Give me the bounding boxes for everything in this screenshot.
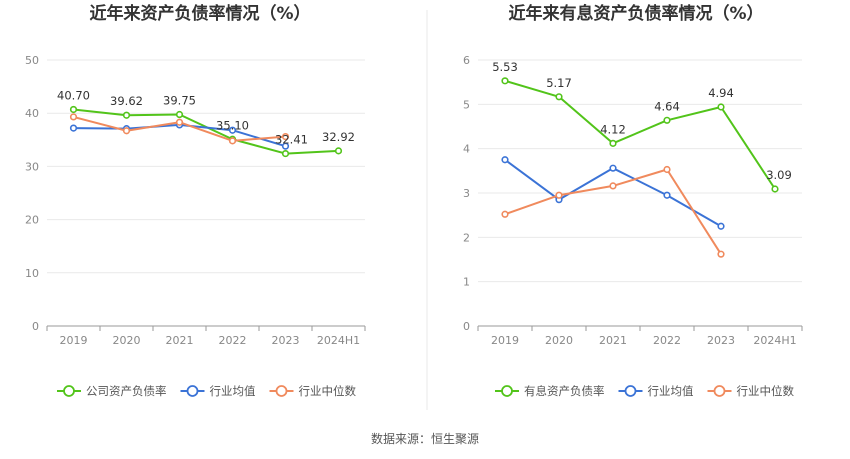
series-point [501,77,509,85]
series-point [175,118,184,126]
series-point [228,137,237,145]
series-line-3 [504,168,722,255]
x-tick-label: 2021 [166,334,194,347]
data-label: 39.62 [110,94,143,108]
x-tick-label: 2021 [599,334,627,347]
x-tick-label: 2020 [113,334,141,347]
data-label: 32.41 [275,133,308,147]
series-point [122,111,131,119]
series-point [334,147,343,155]
series-point [122,127,131,135]
y-tick-label: 6 [463,54,470,67]
data-label: 40.70 [57,88,90,102]
y-tick-label: 4 [463,143,470,156]
x-tick-label: 2020 [545,334,573,347]
data-label: 5.53 [492,60,518,74]
data-label: 4.64 [654,99,680,113]
y-tick-label: 40 [25,107,39,120]
data-label: 32.92 [322,130,355,144]
y-tick-label: 0 [32,320,39,333]
legend-marker [501,385,513,397]
data-label: 39.75 [163,94,196,108]
legend-item-3[interactable]: 行业中位数 [269,384,357,398]
legend-marker [63,385,75,397]
series-point [69,113,78,121]
series-point [555,93,563,101]
data-label: 3.09 [766,168,792,182]
x-tick-label: 2023 [707,334,735,347]
series-point [609,164,617,172]
data-source-text: 数据来源：恒生聚源 [371,431,479,446]
x-tick-label: 2022 [653,334,681,347]
x-tick-label: 2022 [219,334,247,347]
y-tick-label: 50 [25,54,39,67]
y-tick-label: 10 [25,267,39,280]
legend-item-2[interactable]: 行业均值 [618,384,694,398]
chart-1: 近年来资产负债率情况（%） 0 10 20 30 40 50 2019 2020 2021 2022… [25,3,366,398]
legend-label: 行业中位数 [737,384,795,398]
legend-marker [624,385,637,397]
series-point [717,250,725,258]
series-point [717,103,725,111]
data-label: 35.10 [216,118,249,132]
series-point [663,116,671,124]
legend-marker [275,385,288,397]
series-point [175,110,184,119]
y-tick-label: 0 [463,320,470,333]
series-point [663,165,671,174]
series-point [69,105,78,114]
series-point [281,142,290,150]
series-point [281,149,290,158]
y-tick-label: 5 [463,98,470,111]
series-line-1 [504,79,776,190]
y-tick-label: 3 [463,187,470,200]
x-tick-label: 2024H1 [753,334,796,347]
chart-2: 近年来有息资产负债率情况（%） 0 1 2 3 4 5 6 2019 2020 2021 2022 20… [463,3,803,398]
y-tick-label: 30 [25,160,39,173]
y-tick-label: 20 [25,214,39,227]
legend-label: 行业中位数 [299,384,357,398]
x-tick-label: 2019 [60,334,88,347]
legend-label: 公司资产负债率 [86,384,167,398]
x-tick-label: 2023 [272,334,300,347]
legend-label: 行业均值 [210,384,256,398]
series-point [771,185,779,193]
chart-title: 近年来有息资产负债率情况（%） [508,3,763,24]
series-point [228,126,237,134]
series-point [663,191,671,199]
data-label: 5.17 [546,76,572,90]
series-point [281,133,290,141]
series-point [69,124,78,132]
legend-item-3[interactable]: 行业中位数 [707,384,795,398]
series-point [501,156,509,164]
series-point [609,182,617,190]
legend-item-1[interactable]: 有息资产负债率 [495,384,605,398]
data-label: 4.12 [600,122,626,136]
series-point [717,222,725,230]
data-label: 4.94 [708,86,734,100]
series-point [555,191,563,199]
y-tick-label: 1 [463,276,470,289]
x-tick-label: 2019 [491,334,519,347]
legend-item-1[interactable]: 公司资产负债率 [57,384,167,398]
series-point [609,139,617,147]
legend-label: 有息资产负债率 [524,384,605,398]
x-tick-label: 2024H1 [317,334,360,347]
legend-label: 行业均值 [648,384,694,398]
legend-item-2[interactable]: 行业均值 [180,384,256,398]
chart-title: 近年来资产负债率情况（%） [89,3,310,24]
legend-marker [713,385,726,397]
legend-marker [186,385,199,397]
y-tick-label: 2 [463,231,470,244]
series-point [501,210,509,218]
